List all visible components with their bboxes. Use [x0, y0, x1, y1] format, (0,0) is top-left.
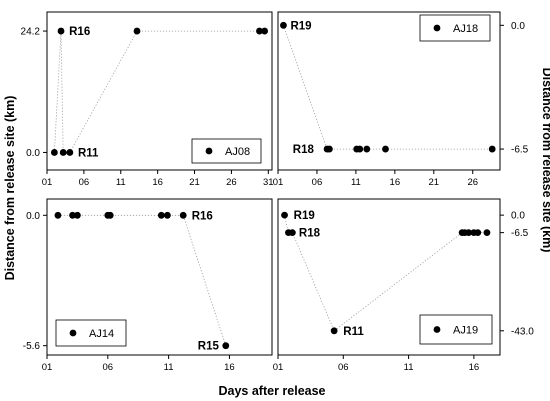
data-point: [356, 145, 364, 153]
annotation-label: R11: [343, 326, 364, 338]
data-point: [66, 149, 74, 156]
x-tick-label: 01: [42, 362, 53, 373]
data-point: [222, 342, 230, 350]
annotation-label: R19: [290, 20, 311, 32]
legend-marker: [433, 24, 441, 32]
data-point: [133, 27, 141, 35]
x-tick-label: 01: [42, 177, 53, 188]
annotation-label: R18: [299, 228, 321, 240]
legend-marker: [69, 329, 77, 337]
x-tick-label: 16: [224, 362, 235, 373]
panel-aj18: 01 06 11 16 21 26 0.0 -6.5 R19 R18 AJ18: [273, 11, 529, 188]
data-point: [326, 145, 333, 153]
legend-marker: [205, 147, 213, 155]
x-tick-label: 06: [338, 362, 349, 373]
legend-box: [191, 138, 262, 164]
panel-aj08: 01 06 11 16 21 26 31 0.0 24.2 R16 R11 AJ08: [21, 11, 274, 188]
data-point: [50, 149, 58, 156]
y-tick-label: 0.0: [511, 211, 525, 222]
data-point: [465, 229, 473, 237]
annotation-label: R15: [198, 341, 220, 353]
x-tick-label: 26: [467, 177, 478, 188]
y-axis-title-left: Distance from release site (km): [3, 96, 17, 281]
y-axis-title-right: Distance from release site (km): [540, 68, 550, 253]
x-tick-label: 16: [390, 177, 401, 188]
y-tick-label: -5.6: [23, 341, 41, 352]
data-point: [157, 211, 165, 219]
x-tick-label: 06: [312, 177, 323, 188]
x-tick-label: 26: [226, 177, 237, 188]
series-line: [57, 214, 227, 346]
data-point: [483, 229, 491, 237]
plot-frame: [277, 198, 501, 356]
data-point: [382, 145, 389, 153]
data-point: [288, 229, 296, 237]
legend-marker: [433, 326, 441, 333]
plot-frame: [277, 11, 501, 171]
y-tick-label: -6.5: [511, 228, 529, 239]
panel-aj19: 01 06 11 16 0.0 -6.5 -43.0 R19 R18 R11 AJ19: [273, 198, 534, 373]
data-point: [488, 145, 496, 153]
legend-label: AJ08: [225, 146, 250, 158]
data-point: [74, 211, 81, 219]
data-point: [69, 211, 76, 219]
x-tick-label: 16: [469, 362, 480, 373]
x-tick-label: 06: [79, 177, 90, 188]
data-point: [474, 229, 482, 237]
x-tick-label: 11: [116, 177, 126, 188]
annotation-label: R11: [78, 147, 99, 159]
x-tick-label: 11: [351, 177, 361, 188]
y-tick-label: 0.0: [26, 211, 40, 222]
x-tick-label: 16: [152, 177, 163, 188]
data-point: [57, 27, 65, 35]
plot-frame: [46, 11, 273, 171]
legend-label: AJ18: [453, 23, 478, 35]
y-tick-label: -43.0: [511, 326, 534, 337]
y-tick-label: 24.2: [21, 27, 41, 38]
annotation-label: R16: [192, 210, 213, 222]
y-tick-label: 0.0: [511, 21, 525, 32]
legend-box: [419, 14, 491, 42]
series-line: [54, 30, 265, 153]
data-point: [330, 327, 338, 335]
annotation-label: R16: [69, 26, 90, 38]
data-point: [106, 211, 114, 219]
legend-label: AJ14: [89, 328, 114, 340]
x-tick-label: 11: [164, 362, 174, 373]
y-tick-label: -6.5: [511, 145, 529, 156]
data-point: [281, 211, 288, 219]
data-point: [59, 149, 67, 156]
legend-box: [419, 314, 493, 345]
data-point: [256, 27, 263, 35]
x-tick-label: 06: [103, 362, 114, 373]
x-tick-label: 01: [273, 177, 284, 188]
x-tick-label: 21: [429, 177, 440, 188]
annotation-label: R19: [294, 210, 315, 222]
data-point: [164, 211, 171, 219]
x-tick-label: 21: [189, 177, 200, 188]
series-line: [283, 25, 493, 150]
x-tick-label: 01: [273, 362, 284, 373]
panel-aj14: 01 06 11 16 0.0 -5.6 R16 R15 AJ14: [23, 198, 273, 373]
data-point: [179, 211, 187, 219]
x-tick-label: 31: [263, 177, 274, 188]
annotation-label: R18: [293, 144, 315, 156]
data-point: [280, 21, 287, 29]
legend-label: AJ19: [453, 325, 478, 337]
legend-box: [55, 319, 127, 347]
plot-frame: [46, 198, 273, 356]
data-point: [363, 145, 371, 153]
data-point: [54, 211, 62, 219]
x-axis-title: Days after release: [218, 384, 325, 398]
data-point: [261, 27, 269, 35]
x-tick-label: 11: [404, 362, 414, 373]
y-tick-label: 0.0: [26, 148, 40, 159]
